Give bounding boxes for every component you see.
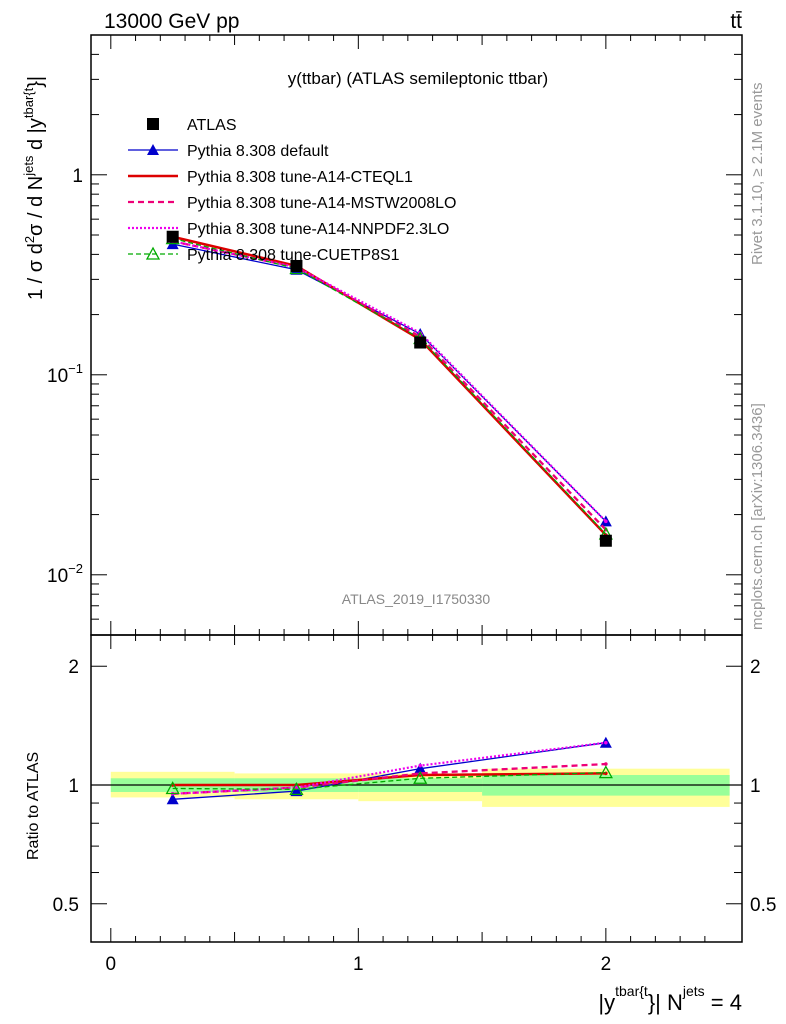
- rivet-label: Rivet 3.1.10, ≥ 2.1M events: [749, 83, 766, 266]
- point-data-0: [166, 230, 179, 243]
- ratio-point-nnpdf-3: [604, 740, 608, 745]
- main-y-tick-label: 10−2: [47, 561, 83, 587]
- series-line-nnpdf: [172, 240, 607, 523]
- legend-marker-data: [147, 118, 159, 130]
- ratio-panel-frame: [90, 634, 743, 943]
- series-line-default: [172, 243, 607, 522]
- ratio-point-cuetp8s1-1: [289, 781, 304, 795]
- ratio-point-default-1: [290, 785, 303, 797]
- ratio-axes: 0.5 0.5 1 1 2 2 0 1 2: [53, 635, 776, 975]
- legend-marker-default: [147, 144, 159, 155]
- legend-label-cteql1: Pythia 8.308 tune-A14-CTEQL1: [187, 169, 413, 186]
- ratio-point-nnpdf-1: [294, 785, 299, 790]
- point-data-3: [599, 534, 612, 547]
- ratio-point-default-0: [166, 793, 179, 805]
- ratio-point-nnpdf-2: [418, 763, 423, 768]
- main-y-tick-label: 10−1: [47, 361, 83, 387]
- point-data-1: [290, 259, 303, 272]
- ratio-panel: 0.5 0.5 1 1 2 2 0 1 2 Ratio to ATLAS |ytbar{t}| …: [25, 634, 776, 1015]
- legend-label-data: ATLAS: [187, 117, 237, 134]
- main-panel: 1 10−1 10−2 y(ttbar) (ATLAS semileptonic t…: [21, 34, 743, 636]
- ratio-point-mstw-3: [604, 762, 608, 766]
- legend-marker-cuetp8s1: [145, 246, 161, 260]
- series-line-cteql1: [172, 235, 607, 536]
- x-tick-label: 2: [601, 954, 612, 975]
- header-left: 13000 GeV pp: [104, 10, 239, 33]
- series-line-mstw: [172, 240, 607, 531]
- ratio-line-nnpdf: [172, 741, 606, 795]
- header-right: tt̄: [730, 10, 742, 33]
- ratio-line-cuetp8s1: [172, 771, 606, 790]
- ratio-y-tick-label-right: 1: [750, 776, 761, 797]
- legend: ATLAS Pythia 8.308 default Pythia 8.308 tu…: [128, 117, 456, 264]
- main-plot-area: [165, 230, 613, 547]
- ratio-point-cuetp8s1-0: [165, 781, 180, 795]
- ratio-y-tick-label-left: 1: [68, 776, 79, 797]
- legend-label-nnpdf: Pythia 8.308 tune-A14-NNPDF2.3LO: [187, 221, 449, 238]
- ratio-y-label: Ratio to ATLAS: [25, 752, 42, 860]
- ratio-y-tick-label-right: 2: [750, 657, 761, 678]
- series-line-cuetp8s1: [172, 237, 607, 535]
- ratio-point-default-2: [414, 762, 427, 774]
- ratio-y-tick-label-left: 2: [68, 657, 79, 678]
- ratio-line-cteql1: [172, 772, 606, 787]
- point-nnpdf-3: [604, 519, 608, 524]
- legend-label-mstw: Pythia 8.308 tune-A14-MSTW2008LO: [187, 195, 456, 212]
- legend-label-cuetp8s1: Pythia 8.308 tune-CUETP8S1: [187, 247, 400, 264]
- main-y-tick-label: 1: [72, 166, 83, 187]
- mcplots-label: mcplots.cern.ch [arXiv:1306.3436]: [749, 403, 766, 630]
- ratio-point-cuetp8s1-3: [598, 765, 613, 779]
- main-y-axis: 1 10−1 10−2: [47, 34, 742, 636]
- x-tick-label: 1: [353, 954, 364, 975]
- ratio-plot-area: [91, 736, 742, 807]
- ratio-point-cuetp8s1-2: [413, 770, 428, 784]
- main-title: y(ttbar) (ATLAS semileptonic ttbar): [288, 69, 548, 88]
- main-y-label: 1 / σ d2σ / d Njets d |ytbar{t}|: [21, 76, 47, 300]
- point-data-2: [414, 336, 427, 349]
- watermark: ATLAS_2019_I1750330: [342, 591, 491, 607]
- x-tick-label: 0: [106, 954, 117, 975]
- ratio-y-tick-label-right: 0.5: [750, 895, 776, 916]
- x-axis-label: |ytbar{t}| Njets = 4: [598, 983, 742, 1015]
- ratio-y-tick-label-left: 0.5: [53, 895, 79, 916]
- legend-label-default: Pythia 8.308 default: [187, 143, 329, 160]
